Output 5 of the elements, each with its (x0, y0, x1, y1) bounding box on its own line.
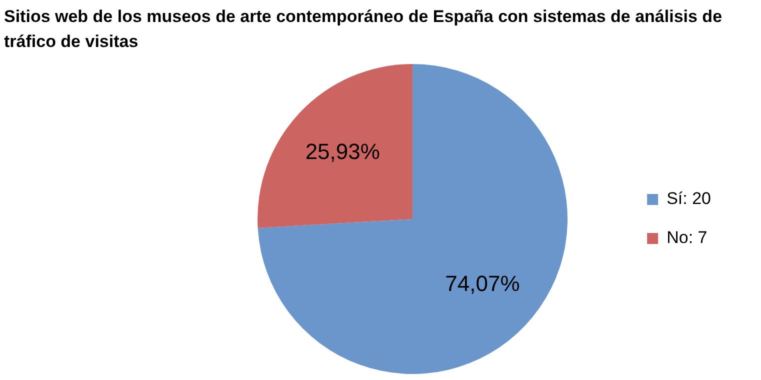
data-label: 74,07% (445, 271, 520, 296)
chart-title: Sitios web de los museos de arte contemporáneo de España con sistemas de análisis de tráfico de visitas (4, 6, 724, 53)
legend-label: Sí: 20 (666, 189, 712, 208)
legend-label: No: 7 (666, 228, 708, 248)
data-label: 25,93% (305, 139, 380, 164)
